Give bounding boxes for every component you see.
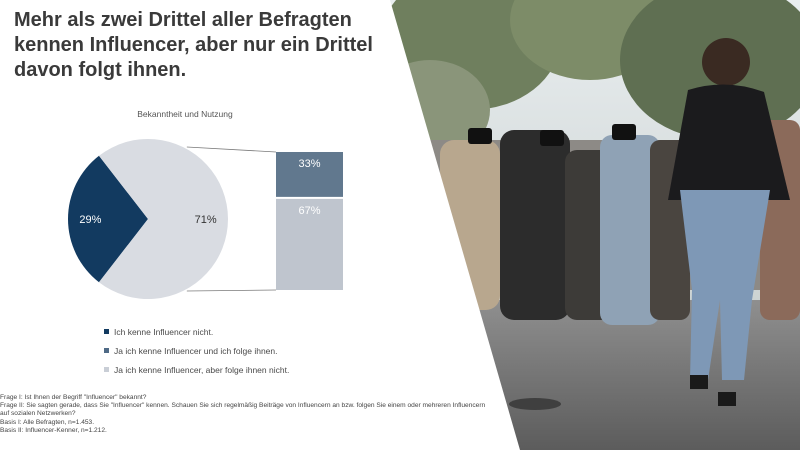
breakdown-bar: 33% 67% [276,152,343,290]
footnote-line: Frage II: Sie sagten gerade, dass Sie "I… [0,402,486,410]
footnote-line: Basis II: Influencer-Kenner, n=1.212. [0,426,107,434]
footnotes: Frage I: Ist Ihnen der Begriff "Influenc… [0,394,505,435]
headline: Mehr als zwei Drittel aller Befragten ke… [14,9,373,81]
pie-slice-known [98,139,228,299]
legend: Ich kenne Influencer nicht. Ja ich kenne … [104,322,289,379]
legend-item: Ja ich kenne Influencer, aber folge ihne… [104,360,289,379]
pie-label-not-known: 29% [79,214,101,226]
legend-swatch [104,348,109,353]
connector-top [186,146,277,153]
bar-segment-not-follow [276,198,343,290]
connector-bottom [186,289,277,292]
legend-swatch [104,367,109,372]
legend-label: Ich kenne Influencer nicht. [114,326,214,337]
legend-swatch [104,329,109,334]
footnote-line: Frage I: Ist Ihnen der Begriff "Influenc… [0,394,147,401]
legend-label: Ja ich kenne Influencer, aber folge ihne… [114,364,290,375]
bar-label-follow: 33% [298,158,320,170]
legend-item: Ja ich kenne Influencer und ich folge ih… [104,341,289,360]
connector-lines [186,146,277,292]
bar-segment-follow [276,152,343,197]
legend-item: Ich kenne Influencer nicht. [104,322,289,341]
pie: 29% 71% [67,139,228,299]
bar-label-not-follow: 67% [298,205,320,217]
footnote-line: Basis I: Alle Befragten, n=1.453. [0,418,95,426]
chart-title: Bekanntheit und Nutzung [137,109,233,119]
pie-label-known: 71% [195,214,217,226]
legend-label: Ja ich kenne Influencer und ich folge ih… [114,345,278,356]
pie-slice-not-known [67,155,148,283]
footnote-line: auf sozialen Netzwerken? [0,410,76,418]
chart: Bekanntheit und Nutzung 29% 71% 33% 67% [67,109,343,299]
